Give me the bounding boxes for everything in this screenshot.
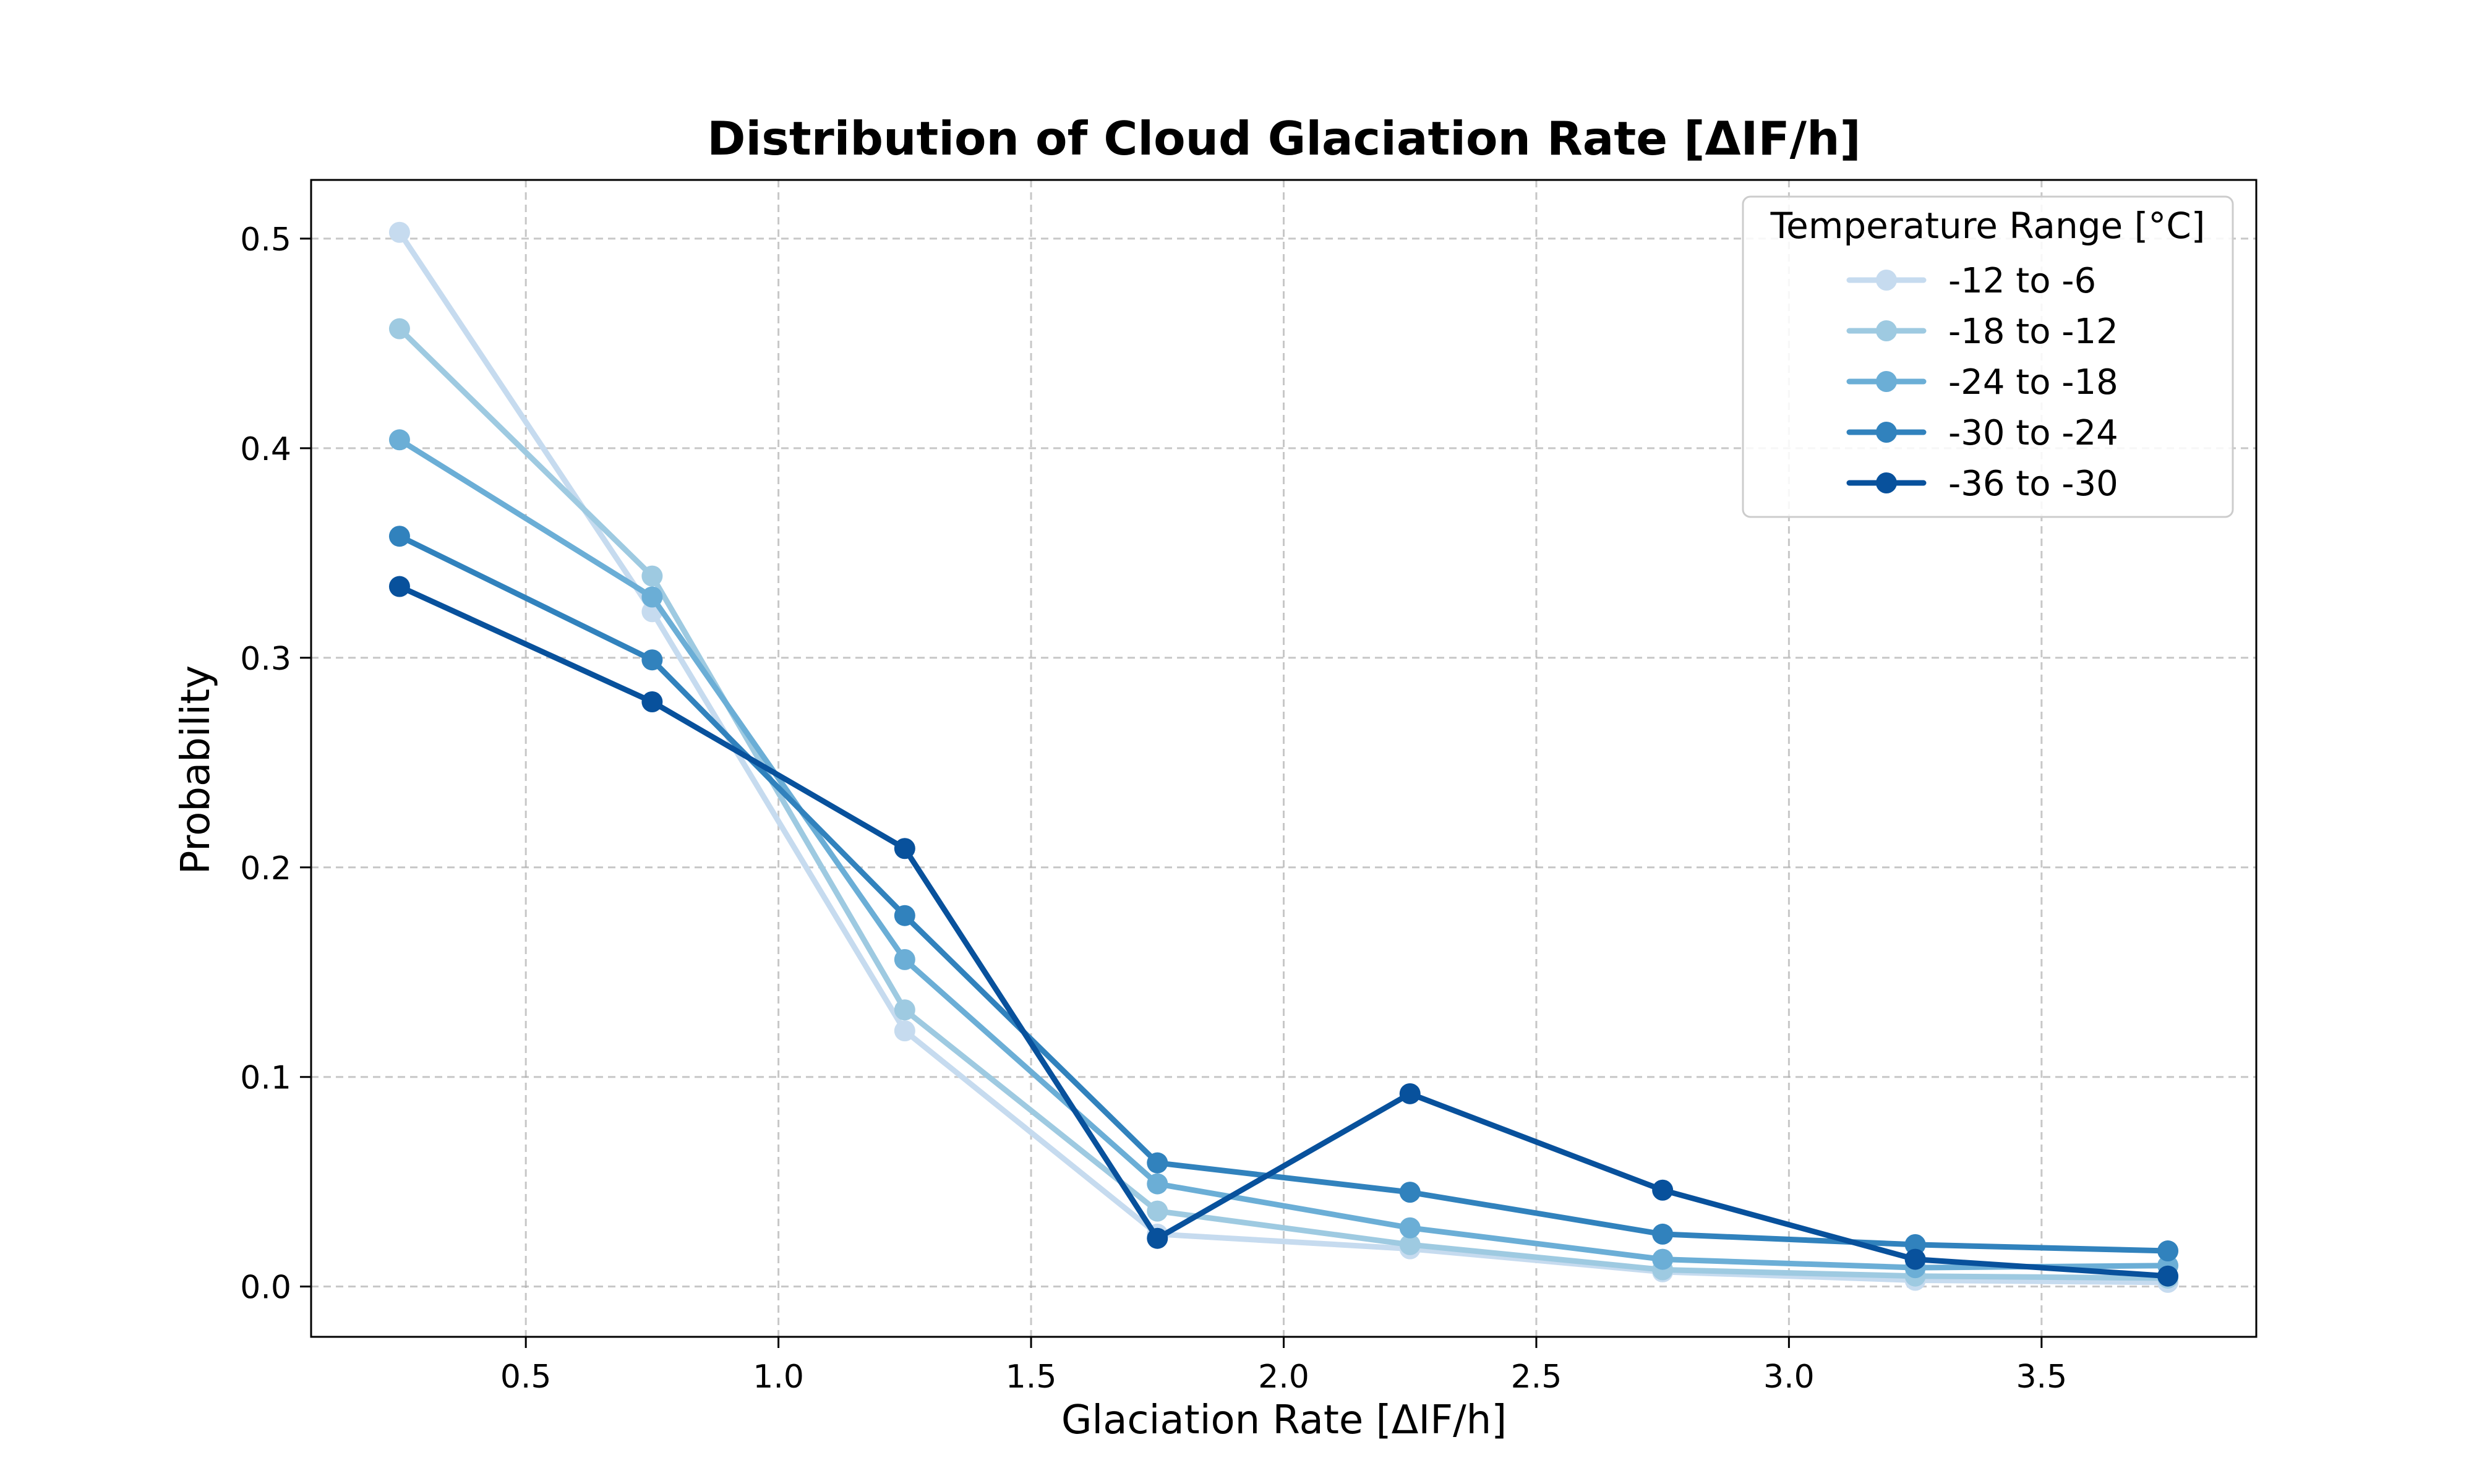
legend-entry: -30 to -24 bbox=[1846, 413, 2118, 453]
y-tick-label: 0.5 bbox=[240, 221, 291, 258]
x-axis-label: Glaciation Rate [ΔIF/h] bbox=[1061, 1397, 1507, 1443]
data-point bbox=[388, 526, 410, 547]
series-line bbox=[396, 437, 2171, 1271]
y-tick-label: 0.0 bbox=[240, 1269, 291, 1307]
legend-entry: -36 to -30 bbox=[1846, 464, 2118, 504]
data-point bbox=[641, 586, 663, 608]
data-point bbox=[1904, 1234, 1926, 1255]
data-point bbox=[1652, 1248, 1674, 1270]
x-tick-label: 3.0 bbox=[1763, 1358, 1815, 1396]
legend-marker bbox=[1876, 472, 1897, 493]
data-point bbox=[388, 318, 410, 339]
series-line bbox=[396, 584, 2171, 1279]
series--36-to--30 bbox=[388, 576, 2179, 1287]
legend-marker bbox=[1876, 371, 1897, 392]
series-line bbox=[396, 326, 2171, 1281]
data-point bbox=[894, 999, 915, 1021]
legend-title: Temperature Range [°C] bbox=[1770, 205, 2206, 247]
data-point bbox=[1399, 1083, 1421, 1104]
y-tick-label: 0.2 bbox=[240, 850, 291, 887]
data-point bbox=[894, 949, 915, 970]
data-point bbox=[1399, 1234, 1421, 1255]
data-point bbox=[388, 429, 410, 451]
legend-entry: -18 to -12 bbox=[1846, 312, 2118, 352]
series--30-to--24 bbox=[388, 526, 2179, 1262]
legend-marker bbox=[1876, 270, 1897, 291]
data-point bbox=[894, 905, 915, 926]
legend-label: -18 to -12 bbox=[1948, 312, 2118, 352]
legend-marker bbox=[1876, 422, 1897, 443]
data-point bbox=[1904, 1248, 1926, 1270]
legend-entry: -24 to -18 bbox=[1846, 362, 2118, 403]
data-point bbox=[388, 576, 410, 597]
legend-label: -24 to -18 bbox=[1948, 362, 2118, 403]
data-point bbox=[1147, 1200, 1168, 1222]
y-tick-label: 0.3 bbox=[240, 641, 291, 678]
data-point bbox=[894, 838, 915, 859]
data-point bbox=[1652, 1223, 1674, 1245]
data-point bbox=[1399, 1182, 1421, 1203]
y-tick-label: 0.1 bbox=[240, 1060, 291, 1097]
chart-title: Distribution of Cloud Glaciation Rate [Δ… bbox=[707, 111, 1861, 166]
legend-label: -30 to -24 bbox=[1948, 413, 2118, 453]
series-line bbox=[396, 533, 2171, 1254]
x-tick-label: 0.5 bbox=[500, 1358, 552, 1396]
data-point bbox=[2157, 1265, 2179, 1287]
data-point bbox=[1147, 1173, 1168, 1195]
data-point bbox=[641, 649, 663, 671]
x-tick-label: 2.5 bbox=[1511, 1358, 1562, 1396]
data-point bbox=[641, 565, 663, 587]
ticks: 0.5 1.0 1.5 2.0 2.5 3.0 3.5 0.0 0.1 0.2 0.3 0.4 0.5 bbox=[240, 221, 2067, 1396]
x-tick-label: 3.5 bbox=[2016, 1358, 2067, 1396]
legend-box bbox=[1742, 195, 2234, 518]
legend-entries: -12 to -6 -18 to -12 -24 to -18 -30 to -24 -… bbox=[1846, 261, 2118, 504]
data-point bbox=[641, 691, 663, 712]
data-point bbox=[1399, 1217, 1421, 1239]
data-point bbox=[1147, 1227, 1168, 1249]
data-point bbox=[1652, 1179, 1674, 1201]
y-axis-label: Probability bbox=[173, 665, 219, 874]
legend-label: -36 to -30 bbox=[1948, 464, 2118, 504]
x-tick-label: 1.0 bbox=[753, 1358, 804, 1396]
x-tick-label: 2.0 bbox=[1258, 1358, 1309, 1396]
data-point bbox=[388, 221, 410, 243]
data-point bbox=[894, 1020, 915, 1042]
series-line bbox=[396, 229, 2171, 1286]
y-tick-label: 0.4 bbox=[240, 431, 291, 468]
data-point bbox=[1147, 1152, 1168, 1174]
legend-marker bbox=[1876, 320, 1897, 341]
data-point bbox=[2157, 1240, 2179, 1262]
legend-entry: -12 to -6 bbox=[1846, 261, 2096, 301]
series-layer bbox=[388, 221, 2179, 1293]
legend-label: -12 to -6 bbox=[1948, 261, 2096, 301]
legend: Temperature Range [°C] -12 to -6 -18 to -… bbox=[1742, 195, 2234, 518]
x-tick-label: 1.5 bbox=[1006, 1358, 1057, 1396]
